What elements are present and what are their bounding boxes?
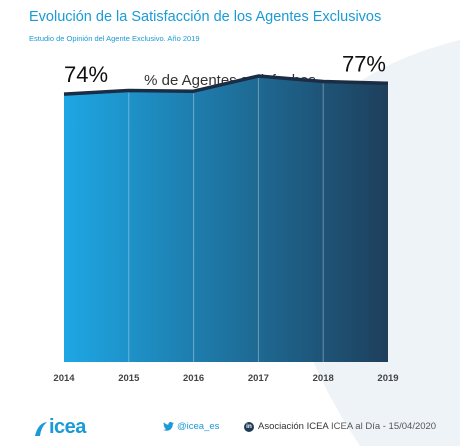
twitter-icon: [163, 422, 174, 431]
linkedin-link[interactable]: in Asociación ICEA: [244, 421, 329, 432]
x-tick-label-2014: 2014: [53, 373, 75, 384]
x-tick-label-2017: 2017: [248, 373, 269, 384]
footer-date: ICEA al Día - 15/04/2020: [331, 421, 437, 432]
logo-text: icea: [49, 416, 86, 438]
linkedin-icon: in: [244, 421, 254, 432]
footer: icea @icea_es in Asociación ICEA ICEA al…: [0, 404, 460, 446]
x-tick-label-2018: 2018: [313, 373, 334, 384]
icea-logo[interactable]: icea: [34, 417, 86, 437]
page-title: Evolución de la Satisfacción de los Agen…: [29, 9, 382, 25]
icea-logo-icon: [35, 422, 47, 436]
twitter-link[interactable]: @icea_es: [163, 421, 219, 432]
data-label-2014: 74%: [64, 62, 108, 87]
data-label-2019: 77%: [342, 51, 386, 76]
satisfaction-area-chart: 74% 77% 2014 2015 2016 2017 2018 2019: [53, 51, 398, 384]
linkedin-name: Asociación ICEA: [258, 421, 329, 432]
area-fill: [64, 76, 388, 363]
x-tick-label-2016: 2016: [183, 373, 204, 384]
page-subtitle: Estudio de Opinión del Agente Exclusivo.…: [29, 34, 200, 43]
series-line: [63, 74, 389, 96]
x-tick-label-2019: 2019: [377, 373, 398, 384]
x-tick-label-2015: 2015: [118, 373, 140, 384]
twitter-handle: @icea_es: [177, 421, 220, 432]
